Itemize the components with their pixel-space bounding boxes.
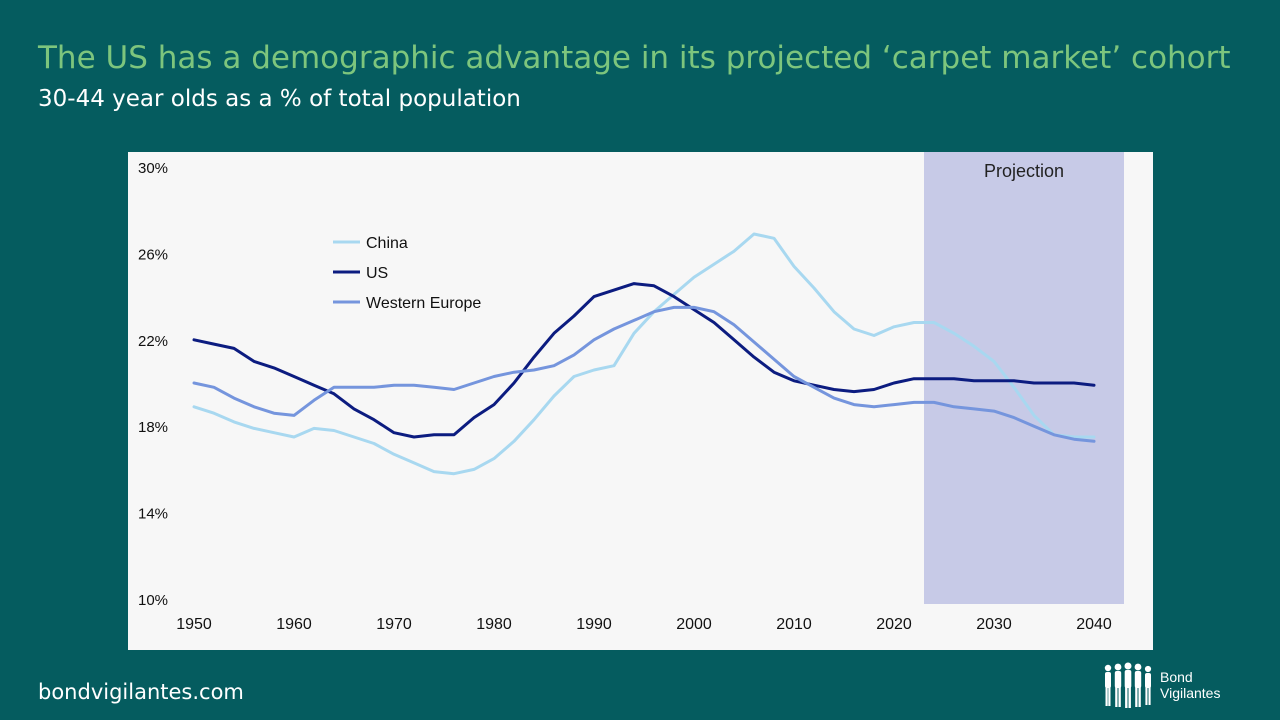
x-tick-label: 1950 <box>176 616 212 633</box>
x-tick-label: 1990 <box>576 616 612 633</box>
people-figures-icon <box>1104 662 1152 708</box>
x-tick-label: 2000 <box>676 616 712 633</box>
logo-line-bond: Bond <box>1160 669 1193 685</box>
x-tick-label: 2010 <box>776 616 812 633</box>
y-tick-label: 18% <box>138 419 168 436</box>
x-tick-label: 1980 <box>476 616 512 633</box>
x-tick-label: 1970 <box>376 616 412 633</box>
x-tick-label: 2040 <box>1076 616 1112 633</box>
x-tick-label: 1960 <box>276 616 312 633</box>
series-line-china <box>192 232 1096 476</box>
legend-label-china: China <box>366 235 408 252</box>
bond-vigilantes-logo: Bond Vigilantes <box>1102 662 1252 710</box>
logo-text: Bond Vigilantes <box>1160 669 1220 701</box>
series-line-us <box>192 282 1096 439</box>
y-tick-label: 30% <box>138 160 168 177</box>
legend-label-us: US <box>366 265 388 282</box>
x-tick-label: 2020 <box>876 616 912 633</box>
slide-title: The US has a demographic advantage in it… <box>38 40 1231 76</box>
series-line-western-europe <box>192 305 1096 443</box>
y-tick-label: 26% <box>138 246 168 263</box>
line-chart: Projection 10% 14% 18% 22% 26% 30% 1950 1960 197… <box>138 152 1124 633</box>
chart-panel: Projection 10% 14% 18% 22% 26% 30% 1950 1960 197… <box>128 152 1153 650</box>
footer-url: bondvigilantes.com <box>38 680 244 704</box>
logo-line-vigilantes: Vigilantes <box>1160 685 1221 701</box>
legend-label-western-europe: Western Europe <box>366 295 481 312</box>
projection-label: Projection <box>984 161 1064 181</box>
x-tick-label: 2030 <box>976 616 1012 633</box>
slide-subtitle: 30-44 year olds as a % of total populati… <box>38 86 521 112</box>
y-tick-label: 22% <box>138 333 168 350</box>
y-tick-label: 10% <box>138 592 168 609</box>
y-tick-label: 14% <box>138 506 168 523</box>
